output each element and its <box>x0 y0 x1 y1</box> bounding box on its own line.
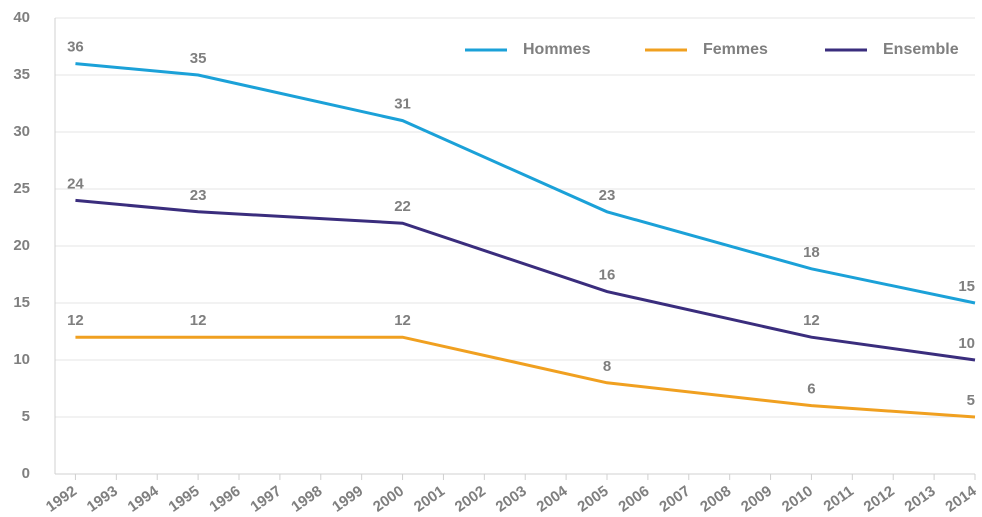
data-label: 22 <box>394 198 411 215</box>
x-tick-label: 2001 <box>411 483 448 516</box>
data-label: 8 <box>603 358 611 375</box>
x-tick-label: 2005 <box>574 483 611 516</box>
x-tick-label: 1994 <box>125 482 163 515</box>
y-tick-label: 35 <box>13 66 30 83</box>
x-tick-label: 1995 <box>166 483 203 516</box>
x-tick-label: 2009 <box>738 483 775 516</box>
series-line <box>75 198 976 362</box>
x-tick-label: 2007 <box>656 483 693 516</box>
y-tick-label: 40 <box>13 9 30 26</box>
x-tick-label: 2003 <box>493 483 530 516</box>
x-tick-label: 2011 <box>820 483 856 516</box>
data-label: 23 <box>599 187 616 204</box>
data-label: 23 <box>190 187 207 204</box>
legend-text: Hommes <box>523 41 591 58</box>
y-tick-label: 10 <box>13 351 30 368</box>
x-tick-label: 2014 <box>942 482 980 515</box>
x-tick-label: 2008 <box>697 483 734 516</box>
data-label: 16 <box>599 267 616 284</box>
x-tick-label: 2013 <box>902 483 939 516</box>
data-label: 12 <box>190 312 207 329</box>
x-tick-label: 1998 <box>288 483 325 516</box>
y-tick-label: 20 <box>13 237 30 254</box>
data-label: 10 <box>958 335 975 352</box>
y-tick-label: 5 <box>22 408 30 425</box>
data-label: 12 <box>67 312 84 329</box>
y-tick-label: 0 <box>22 465 30 482</box>
data-label: 31 <box>394 96 411 113</box>
x-tick-label: 2010 <box>779 483 816 516</box>
x-tick-label: 1996 <box>206 483 243 516</box>
x-tick-label: 1999 <box>329 483 366 516</box>
x-tick-label: 2004 <box>534 482 572 515</box>
y-tick-label: 25 <box>13 180 30 197</box>
data-label: 24 <box>67 175 84 192</box>
series-line <box>75 335 976 419</box>
y-tick-label: 30 <box>13 123 30 140</box>
data-label: 35 <box>190 50 207 67</box>
x-tick-label: 2012 <box>861 483 898 516</box>
legend-text: Ensemble <box>883 41 959 58</box>
x-tick-label: 1997 <box>247 483 284 516</box>
x-tick-label: 1993 <box>84 483 121 516</box>
legend-text: Femmes <box>703 41 768 58</box>
series-line <box>75 62 976 305</box>
data-label: 12 <box>394 312 411 329</box>
data-label: 36 <box>67 39 84 56</box>
x-tick-label: 2006 <box>615 483 652 516</box>
data-label: 15 <box>958 278 975 295</box>
data-label: 5 <box>967 392 975 409</box>
x-tick-label: 1992 <box>43 483 80 516</box>
data-label: 18 <box>803 244 820 261</box>
data-label: 6 <box>807 381 815 398</box>
x-tick-label: 2002 <box>452 483 489 516</box>
y-tick-label: 15 <box>13 294 30 311</box>
data-label: 12 <box>803 312 820 329</box>
x-tick-label: 2000 <box>370 483 407 516</box>
